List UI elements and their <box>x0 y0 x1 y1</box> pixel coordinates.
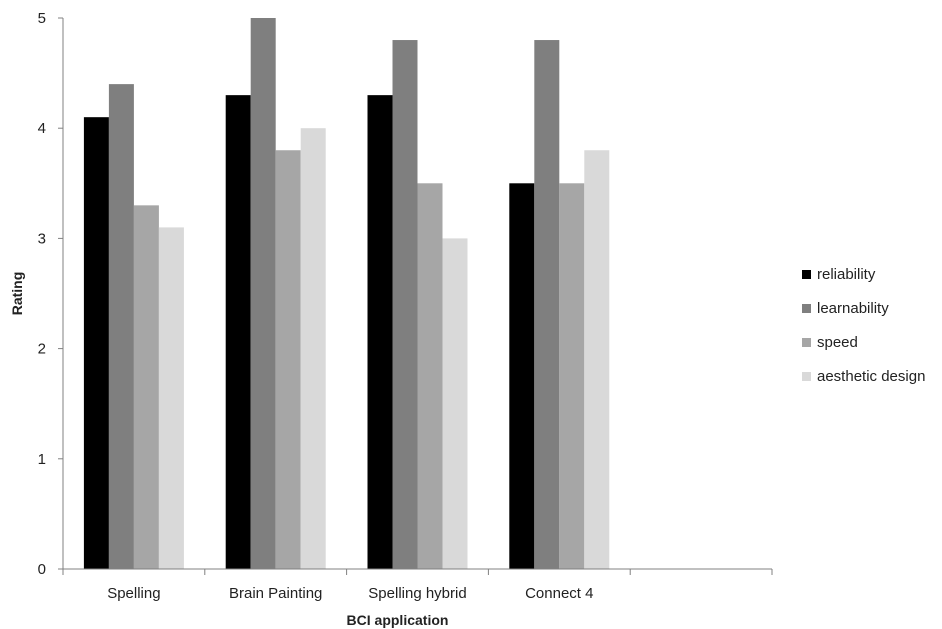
x-tick-label: Spelling <box>107 585 160 602</box>
legend-swatch <box>802 338 811 347</box>
bar-learnability <box>392 40 418 570</box>
legend-label: speed <box>817 334 858 351</box>
y-tick-label: 0 <box>38 561 46 578</box>
legend: reliability learnability speed aesthetic de… <box>802 266 925 385</box>
bar-reliability <box>83 117 109 570</box>
x-axis-title: BCI application <box>347 612 449 628</box>
bar-speed <box>559 183 585 570</box>
bar-aesthetic-design <box>584 150 610 570</box>
bar-reliability <box>367 95 393 569</box>
bar-speed <box>275 150 301 570</box>
bar-reliability <box>225 95 251 569</box>
plot-area <box>83 18 610 570</box>
bar-learnability <box>250 18 276 569</box>
bar-aesthetic-design <box>158 227 184 569</box>
y-tick-label: 4 <box>38 120 46 137</box>
bar-learnability <box>108 84 134 570</box>
y-tick-label: 2 <box>38 341 46 358</box>
y-tick-label: 5 <box>38 10 46 27</box>
legend-swatch <box>802 372 811 381</box>
legend-label: aesthetic design <box>817 368 925 385</box>
legend-swatch <box>802 270 811 279</box>
bar-aesthetic-design <box>442 238 468 569</box>
bar-speed <box>133 205 159 569</box>
x-tick-label: Brain Painting <box>229 585 322 602</box>
x-tick-label: Spelling hybrid <box>368 585 466 602</box>
legend-label: reliability <box>817 266 876 283</box>
bar-aesthetic-design <box>300 128 326 569</box>
y-tick-label: 1 <box>38 451 46 468</box>
bar-reliability <box>509 183 535 570</box>
y-axis-title: Rating <box>9 272 25 316</box>
axes: 0 1 2 3 4 5 Spelling Brain Painting Spelling hyb… <box>38 10 773 602</box>
legend-label: learnability <box>817 300 889 317</box>
x-tick-label: Connect 4 <box>525 585 593 602</box>
bar-learnability <box>534 40 560 570</box>
bar-speed <box>417 183 443 570</box>
y-tick-label: 3 <box>38 230 46 247</box>
legend-swatch <box>802 304 811 313</box>
